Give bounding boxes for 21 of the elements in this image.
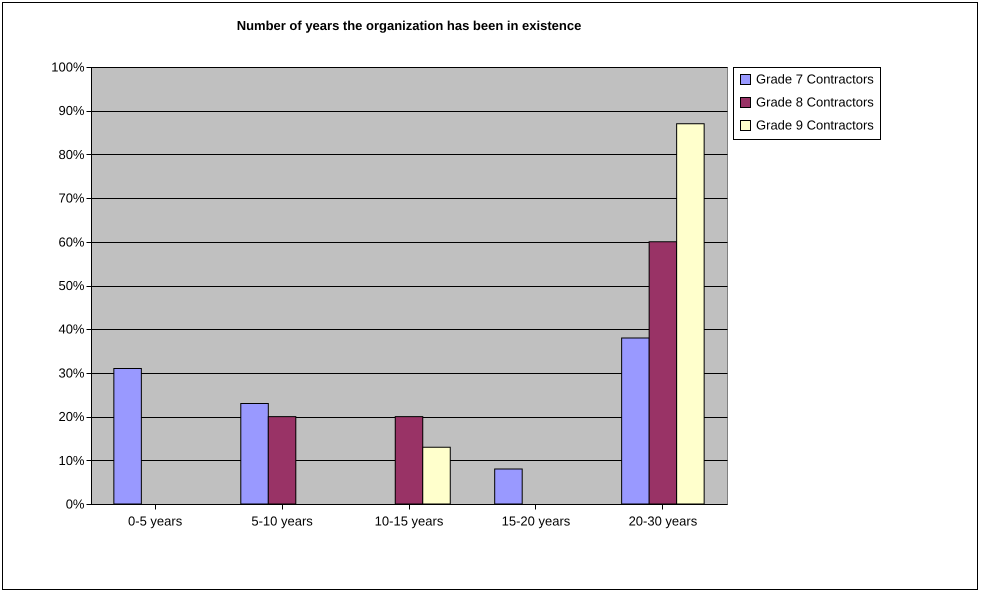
legend-label: Grade 7 Contractors (756, 72, 874, 86)
y-tick-label: 10% (58, 452, 85, 468)
y-tick-label: 60% (58, 234, 85, 250)
legend-label: Grade 8 Contractors (756, 94, 874, 110)
y-tick-label: 50% (58, 278, 85, 293)
y-tick-label: 40% (58, 322, 85, 337)
x-tick-label: 0-5 years (128, 514, 183, 528)
y-tick-label: 0% (66, 496, 85, 512)
y-tick-label: 20% (58, 409, 85, 424)
y-tick-label: 70% (58, 190, 85, 206)
x-tick-label: 5-10 years (251, 514, 314, 528)
x-tick-label: 10-15 years (374, 514, 444, 528)
y-tick-label: 90% (58, 103, 85, 118)
y-tick-label: 30% (58, 365, 85, 380)
x-tick-label: 20-30 years (628, 514, 698, 528)
y-tick-label: 100% (51, 60, 85, 74)
x-tick-label: 15-20 years (502, 514, 571, 528)
legend-label: Grade 9 Contractors (756, 118, 874, 132)
chart-title: Number of years the organization has been in existence (236, 18, 582, 33)
y-tick-label: 80% (58, 146, 85, 162)
bar (494, 468, 523, 504)
